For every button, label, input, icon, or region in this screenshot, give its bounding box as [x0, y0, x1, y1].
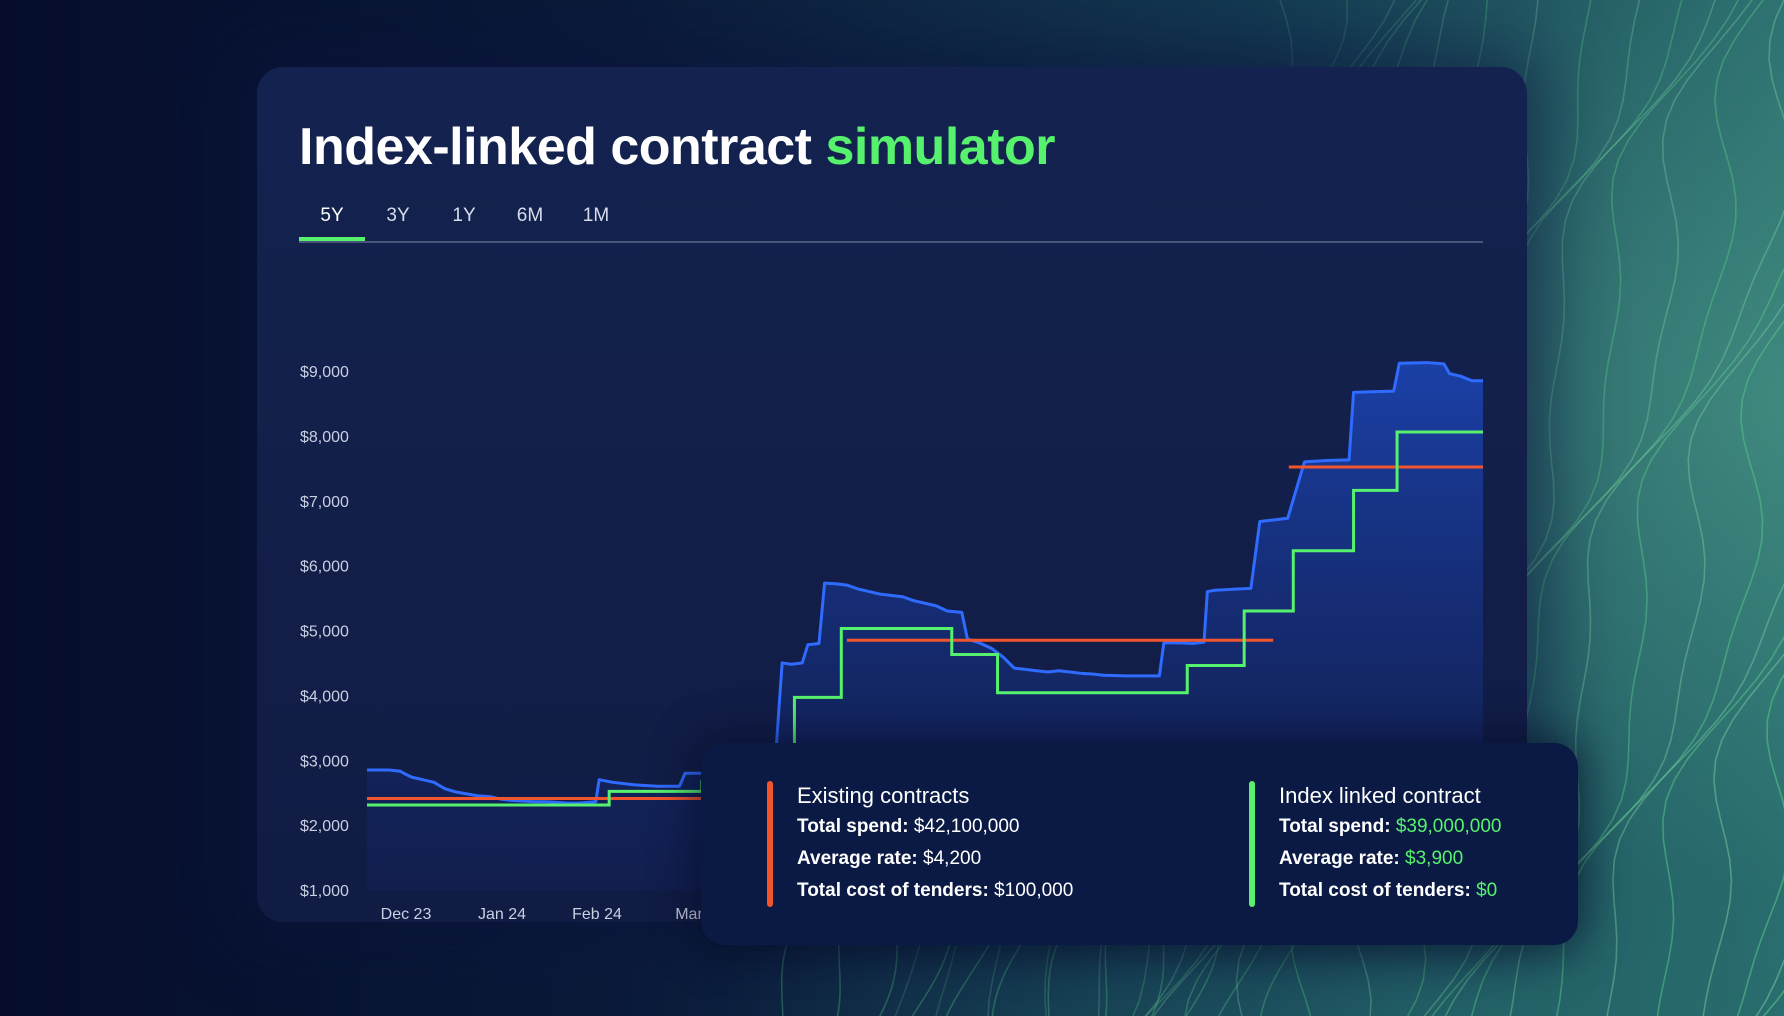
tab-3y[interactable]: 3Y: [386, 205, 410, 226]
legend-index-linked-average-rate: Average rate: $3,900: [1279, 843, 1502, 875]
legend-index-linked-title: Index linked contract: [1279, 783, 1481, 808]
title-accent: simulator: [825, 118, 1056, 176]
range-tabs: 5Y 3Y 1Y 6M 1M: [299, 197, 1483, 243]
y-tick-label: $5,000: [300, 624, 349, 641]
legend-existing-tender-cost: Total cost of tenders: $100,000: [797, 875, 1073, 907]
contour-line: [1556, 320, 1784, 1016]
legend-existing-total-spend: Total spend: $42,100,000: [797, 811, 1073, 843]
y-tick-label: $1,000: [300, 883, 349, 900]
x-tick-label: Mar: [675, 906, 703, 922]
contour-line: [1606, 582, 1784, 1016]
legend-existing-title: Existing contracts: [797, 783, 970, 808]
y-tick-label: $7,000: [300, 494, 349, 511]
legend-row-label: Total spend:: [797, 816, 909, 837]
tab-6m[interactable]: 6M: [516, 205, 544, 226]
legend-row-value: $3,900: [1405, 848, 1464, 869]
legend-existing-color-bar: [767, 781, 773, 907]
y-tick-label: $6,000: [300, 559, 349, 576]
x-tick-label: Jan 24: [478, 906, 526, 922]
tab-1m[interactable]: 1M: [582, 205, 610, 226]
legend-row-value: $0: [1476, 880, 1498, 901]
legend-row-value: $4,200: [923, 848, 982, 869]
tab-1y[interactable]: 1Y: [452, 205, 476, 226]
y-tick-label: $3,000: [300, 753, 349, 770]
page-title: Index-linked contract simulator: [299, 117, 1056, 177]
contour-line: [1762, 989, 1784, 1016]
legend-row-label: Average rate:: [797, 848, 918, 869]
legend-row-label: Average rate:: [1279, 848, 1400, 869]
legend-row-label: Total spend:: [1279, 816, 1391, 837]
contour-line: [1656, 635, 1784, 1016]
contour-line: [1702, 653, 1784, 1016]
title-main: Index-linked contract: [299, 118, 826, 176]
contour-line: [1470, 267, 1784, 1016]
x-tick-label: Dec 23: [381, 906, 432, 922]
y-tick-label: $4,000: [300, 688, 349, 705]
y-tick-label: $2,000: [300, 818, 349, 835]
y-tick-label: $8,000: [300, 429, 349, 446]
legend-index-linked-color-bar: [1249, 781, 1255, 907]
legend-row-label: Total cost of tenders:: [1279, 880, 1471, 901]
index-price-line: [367, 361, 1483, 805]
y-tick-label: $9,000: [300, 364, 349, 381]
x-tick-label: Feb 24: [572, 906, 622, 922]
legend-row-value: $42,100,000: [913, 816, 1020, 837]
legend-index-linked-contract: Index linked contract Total spend: $39,0…: [1249, 781, 1502, 907]
legend-panel: Existing contracts Total spend: $42,100,…: [701, 743, 1578, 945]
legend-existing-contracts: Existing contracts Total spend: $42,100,…: [767, 781, 1073, 907]
contour-line: [1736, 673, 1784, 1016]
tab-5y[interactable]: 5Y: [299, 197, 365, 241]
legend-row-label: Total cost of tenders:: [797, 880, 989, 901]
legend-existing-average-rate: Average rate: $4,200: [797, 843, 1073, 875]
legend-row-value: $100,000: [994, 880, 1074, 901]
legend-index-linked-tender-cost: Total cost of tenders: $0: [1279, 875, 1502, 907]
legend-index-linked-total-spend: Total spend: $39,000,000: [1279, 811, 1502, 843]
legend-row-value: $39,000,000: [1395, 816, 1502, 837]
